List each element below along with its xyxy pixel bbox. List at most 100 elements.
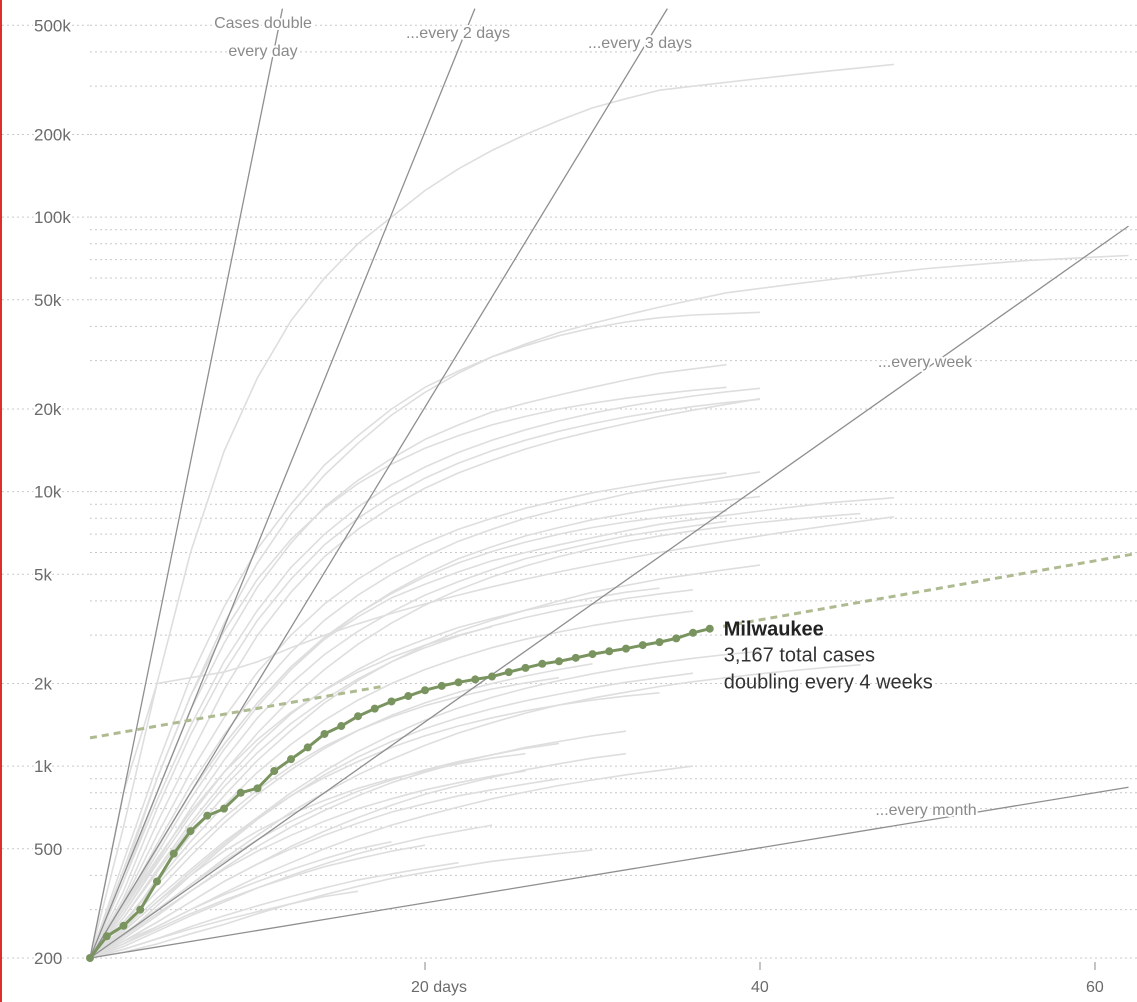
highlight-point: [153, 877, 161, 886]
highlight-point: [253, 784, 262, 793]
doubling-line-label: ...every week: [878, 354, 973, 371]
y-tick-label: 10k: [34, 483, 62, 502]
background-series-line: [89, 254, 1129, 959]
background-series: [89, 63, 1129, 959]
background-series-line: [89, 765, 694, 959]
highlight-point: [169, 849, 178, 858]
y-tick-label: 200k: [34, 126, 71, 145]
highlight-series-line: [88, 627, 711, 959]
highlight-point: [102, 932, 111, 941]
highlight-point: [354, 712, 362, 721]
y-tick-label: 1k: [34, 757, 52, 776]
x-tick-label: 60: [1086, 979, 1104, 996]
highlight-point: [270, 766, 279, 775]
highlight-total-label: 3,167 total cases: [724, 645, 875, 667]
background-series-line: [89, 397, 761, 959]
background-series-line: [89, 512, 861, 959]
highlight-point: [655, 638, 664, 647]
background-series-line: [89, 587, 660, 959]
background-series-line: [89, 495, 761, 959]
highlight-point: [370, 704, 379, 713]
doubling-line: [89, 8, 476, 959]
y-tick-label: 2k: [34, 675, 52, 694]
left-border: [0, 0, 2, 1002]
highlight-point: [387, 697, 396, 706]
doubling-reference-lines: [89, 8, 1129, 959]
highlight-point: [555, 657, 563, 666]
highlight-point: [672, 634, 681, 643]
doubling-line: [89, 786, 1129, 959]
doubling-line-label: ...every 2 days: [406, 25, 510, 42]
background-series-line: [89, 625, 493, 959]
background-series-line: [89, 520, 727, 959]
highlight-point: [504, 668, 513, 677]
background-series-line: [89, 564, 761, 959]
background-series-line: [89, 663, 593, 959]
background-series-line: [89, 398, 761, 959]
highlight-point: [471, 675, 480, 684]
y-tick-label: 5k: [34, 565, 52, 584]
highlight-point: [119, 921, 128, 930]
doubling-line-labels: Cases double every day ...every 2 days ...e…: [212, 13, 979, 821]
y-tick-label: 50k: [34, 291, 62, 310]
y-tick-labels: 200 500 1k 2k 5k 10k 20k 50k 100k 200k 500k: [32, 14, 73, 970]
background-series-line: [89, 650, 761, 959]
background-series-line: [89, 363, 727, 959]
background-series-line: [89, 63, 895, 959]
highlight-point: [287, 755, 295, 764]
highlight-series: [86, 624, 714, 962]
highlight-point: [136, 905, 145, 914]
highlight-point: [421, 686, 429, 695]
highlight-trend-line: [722, 551, 1137, 628]
highlight-point: [303, 743, 312, 752]
highlight-trend: [89, 551, 1137, 740]
highlight-point: [86, 954, 94, 962]
background-series-line: [89, 471, 761, 959]
highlight-point: [488, 672, 496, 681]
background-series-line: [89, 387, 761, 959]
highlight-point: [622, 644, 630, 653]
doubling-line-label: every day: [228, 43, 297, 60]
highlight-point: [521, 663, 530, 672]
y-tick-label: 500k: [34, 16, 71, 35]
background-series-line: [89, 664, 861, 959]
doubling-line: [89, 8, 284, 959]
highlight-point: [320, 729, 329, 738]
y-tick-label: 500: [34, 840, 62, 859]
highlight-doubling-label: doubling every 4 weeks: [724, 672, 933, 694]
highlight-point: [404, 692, 413, 701]
doubling-line: [89, 8, 668, 959]
highlight-point: [454, 678, 463, 687]
highlight-point: [337, 722, 346, 731]
doubling-line: [89, 225, 1129, 959]
highlight-point: [220, 804, 228, 813]
highlight-point: [437, 681, 446, 690]
x-tick-label: 40: [751, 979, 769, 996]
x-tick-labels: 20 days 40 60: [411, 962, 1104, 996]
doubling-line-label: Cases double: [214, 15, 312, 32]
doubling-line-label: ...every 3 days: [588, 35, 692, 52]
background-series-line: [89, 890, 359, 959]
background-series-line: [89, 849, 593, 959]
background-series-line: [89, 311, 761, 959]
background-series-line: [89, 824, 493, 959]
highlight-point: [571, 653, 580, 662]
highlight-point: [588, 650, 597, 659]
background-series-line: [89, 610, 694, 959]
y-tick-label: 100k: [34, 208, 71, 227]
highlight-trend-line: [89, 684, 384, 740]
background-series-line: [89, 472, 727, 959]
highlight-name-label: Milwaukee: [724, 619, 824, 641]
highlight-point: [638, 641, 647, 650]
highlight-point: [689, 628, 697, 637]
y-tick-label: 20k: [34, 400, 62, 419]
background-series-line: [89, 516, 895, 959]
background-series-line: [89, 841, 392, 959]
highlight-point: [186, 827, 195, 836]
highlight-point: [538, 659, 547, 668]
highlight-point: [236, 788, 245, 797]
background-series-line: [89, 386, 727, 959]
background-series-line: [89, 676, 560, 959]
y-tick-label: 200: [34, 949, 62, 968]
